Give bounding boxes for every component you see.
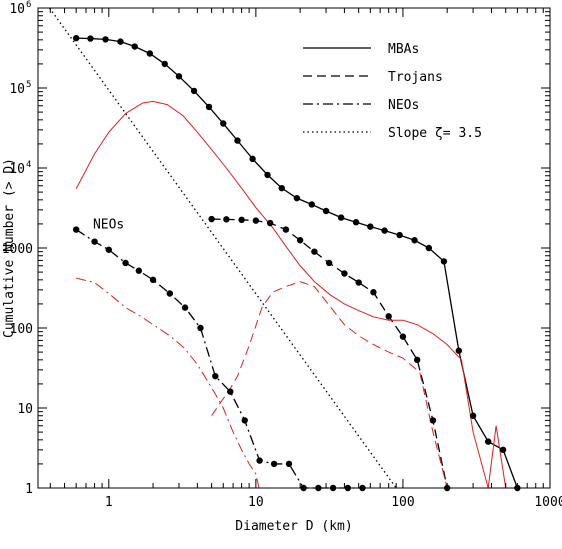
series-line-trojans — [211, 218, 448, 489]
data-point-trojans — [325, 259, 333, 267]
data-point-trojans — [296, 237, 304, 244]
data-point-neos — [122, 259, 129, 267]
series-line-slope-3-5 — [48, 7, 397, 489]
data-point-trojans — [341, 270, 348, 277]
series-line-red-model-5 — [211, 281, 448, 489]
data-point-trojans — [413, 356, 421, 364]
data-point-neos — [105, 246, 113, 253]
annotation-label: NEOs — [93, 218, 124, 233]
legend-label: Slope ζ= 3.5 — [388, 126, 482, 141]
data-point-mbas — [205, 103, 213, 111]
data-point-mbas — [381, 227, 388, 234]
data-point-mbas — [72, 34, 80, 42]
data-point-mbas — [367, 223, 374, 230]
data-point-mbas — [485, 438, 492, 445]
y-tick-label: 10 — [9, 82, 25, 97]
plot-lines — [48, 7, 518, 489]
data-point-mbas — [220, 120, 227, 127]
data-point-mbas — [293, 194, 301, 202]
data-point-neos — [227, 388, 234, 395]
data-point-mbas — [278, 184, 285, 192]
data-point-mbas — [234, 137, 241, 144]
data-point-trojans — [282, 226, 290, 233]
series-line-mbas — [76, 37, 518, 489]
data-point-mbas — [322, 207, 330, 215]
x-tick-label: 10 — [248, 495, 264, 510]
data-point-mbas — [102, 36, 109, 43]
data-point-mbas — [190, 87, 198, 95]
annotations: NEOs — [93, 218, 124, 233]
data-point-trojans — [266, 219, 274, 227]
y-tick-label-exponent: 4 — [26, 160, 31, 170]
data-point-mbas — [175, 73, 183, 80]
data-point-trojans — [223, 216, 230, 223]
data-point-neos — [270, 460, 278, 468]
x-tick-label: 1000 — [534, 495, 562, 510]
legend-label: MBAs — [388, 42, 419, 57]
data-point-trojans — [252, 217, 260, 224]
data-point-mbas — [131, 43, 138, 50]
data-point-neos — [285, 460, 293, 468]
data-point-mbas — [411, 237, 418, 244]
data-point-mbas — [499, 446, 507, 454]
y-tick-label: 1 — [25, 482, 33, 497]
data-point-mbas — [117, 38, 124, 45]
data-point-neos — [181, 304, 189, 311]
data-point-trojans — [208, 215, 215, 223]
data-point-trojans — [370, 289, 377, 296]
data-point-mbas — [425, 244, 433, 252]
y-tick-label-exponent: 6 — [26, 0, 31, 10]
data-point-trojans — [311, 248, 318, 255]
data-point-mbas — [352, 219, 360, 226]
y-tick-label: 1000 — [2, 242, 33, 257]
y-tick-label: 100 — [10, 322, 33, 337]
data-point-mbas — [249, 155, 256, 163]
data-point-trojans — [399, 333, 407, 340]
data-point-trojans — [385, 313, 392, 320]
data-point-mbas — [440, 258, 448, 265]
legend: MBAs Trojans NEOs Slope ζ= 3.5 — [303, 42, 482, 141]
y-axis-label: Cumulative Number (> D) — [2, 158, 17, 338]
data-point-neos — [91, 238, 98, 245]
data-point-neos — [166, 290, 174, 297]
x-axis-label: Diameter D (km) — [235, 519, 352, 534]
data-point-mbas — [396, 231, 403, 239]
data-point-mbas — [87, 35, 94, 42]
axis-ticks — [38, 7, 551, 489]
y-tick-label: 10 — [9, 162, 25, 177]
data-point-mbas — [455, 347, 463, 354]
data-point-neos — [135, 267, 143, 274]
data-point-mbas — [161, 60, 168, 68]
data-point-mbas — [264, 171, 271, 179]
data-point-neos — [212, 372, 219, 380]
data-point-mbas — [308, 201, 315, 208]
series-line-red-model-4 — [75, 100, 507, 489]
series-line-red-model-6 — [76, 277, 260, 489]
x-tick-label: 100 — [391, 495, 414, 510]
data-point-neos — [72, 226, 80, 233]
data-point-neos — [241, 417, 248, 424]
y-tick-label: 10 — [17, 402, 33, 417]
y-tick-label: 10 — [9, 2, 25, 17]
x-tick-label: 1 — [105, 495, 113, 510]
data-point-neos — [197, 324, 204, 332]
data-point-trojans — [355, 279, 362, 286]
data-point-neos — [149, 276, 157, 284]
data-point-mbas — [146, 50, 154, 57]
data-point-trojans — [238, 216, 245, 224]
data-point-mbas — [469, 412, 477, 419]
plot-markers — [72, 34, 521, 492]
legend-label: NEOs — [388, 98, 419, 113]
data-point-neos — [256, 457, 263, 464]
series-line-neos — [75, 229, 363, 489]
data-point-mbas — [337, 214, 345, 221]
data-point-trojans — [429, 417, 437, 424]
y-tick-label-exponent: 5 — [26, 80, 31, 90]
legend-label: Trojans — [388, 70, 443, 85]
